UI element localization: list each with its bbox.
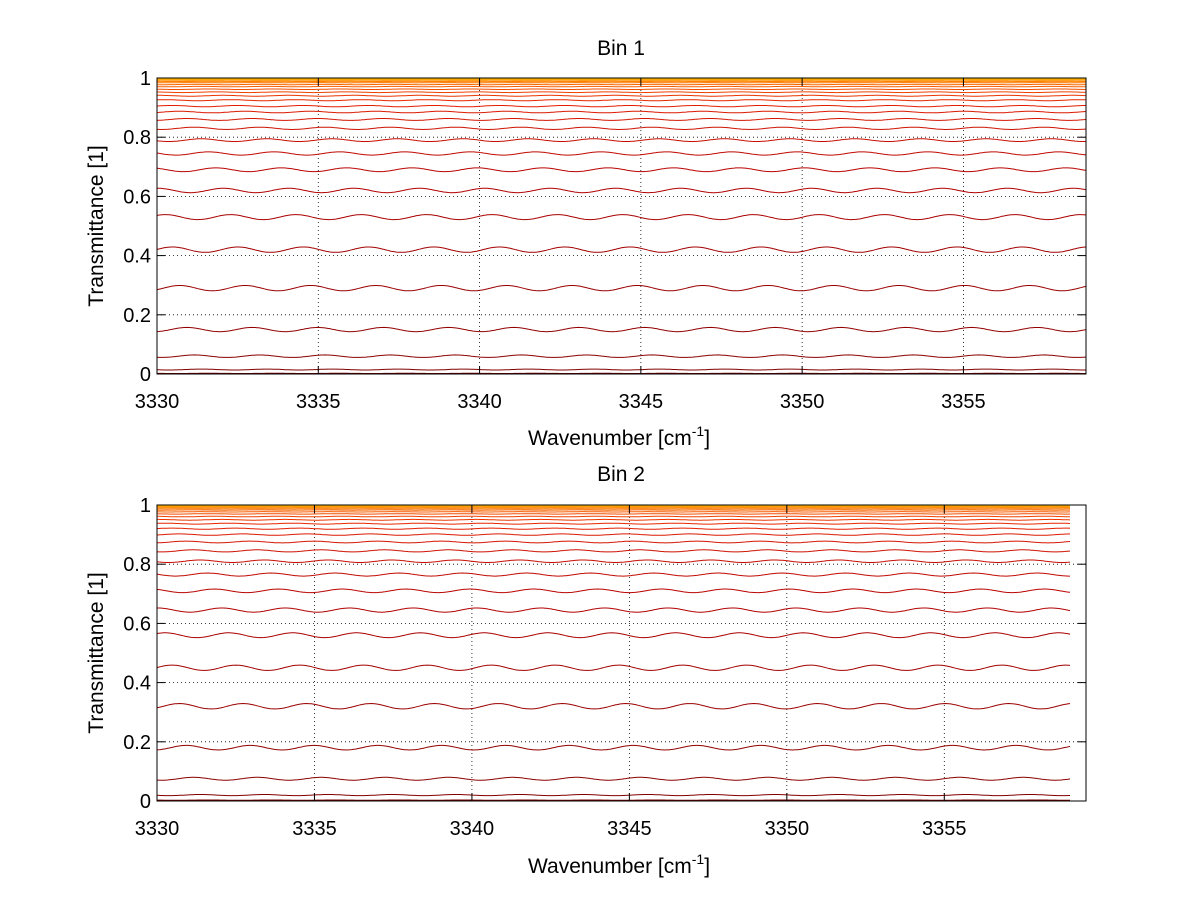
series-line	[156, 167, 1087, 173]
series-line	[157, 515, 1071, 518]
series-line	[156, 549, 1071, 553]
x-tick-label: 3350	[780, 391, 825, 413]
series-line	[156, 794, 1070, 797]
series-lines	[156, 77, 1087, 374]
series-line	[156, 246, 1087, 253]
y-tick-label: 0.2	[123, 732, 151, 754]
chart-bin-1: Bin 1 3330 3335 3340 3345 3350 3355 0 0.2 0.4 0.6…	[85, 37, 1087, 450]
y-tick-label: 0	[140, 791, 151, 813]
series-line	[156, 702, 1071, 710]
series-line	[157, 99, 1086, 102]
series-line	[156, 664, 1071, 671]
series-lines	[156, 504, 1071, 801]
plot-frame	[156, 77, 1087, 375]
chart-title: Bin 2	[597, 463, 645, 486]
y-tick-label: 0.8	[123, 554, 151, 576]
x-tick-label: 3330	[135, 818, 180, 840]
series-line	[156, 105, 1086, 108]
y-axis-label: Transmittance [1]	[85, 572, 108, 733]
series-line	[156, 572, 1070, 577]
x-tick-label: 3335	[292, 818, 337, 840]
grid-lines	[157, 505, 1086, 801]
chart-title: Bin 1	[597, 37, 645, 60]
y-tick-label: 0.6	[123, 186, 151, 208]
x-tick-label: 3340	[450, 818, 495, 840]
series-line	[156, 632, 1071, 639]
x-tick-label: 3355	[922, 818, 967, 840]
series-line	[156, 527, 1071, 530]
y-tick-label: 0.4	[123, 673, 151, 695]
series-line	[156, 214, 1087, 221]
series-line	[157, 776, 1071, 781]
plot-frame	[156, 504, 1087, 802]
y-tick-label: 0.8	[123, 127, 151, 149]
y-tick-label: 0	[140, 364, 151, 386]
y-axis-label: Transmittance [1]	[85, 145, 108, 306]
x-axis-label: Wavenumber [cm-1]	[528, 423, 710, 450]
axis-ticks: 3330 3335 3340 3345 3350 3355 0 0.2 0.4 0.6 0.8 1	[123, 68, 1086, 413]
series-line	[156, 533, 1071, 536]
series-line	[157, 518, 1071, 521]
series-line	[157, 522, 1071, 525]
grid-lines	[157, 78, 1086, 374]
series-line	[156, 744, 1071, 751]
x-tick-label: 3350	[765, 818, 810, 840]
series-line	[156, 151, 1087, 156]
x-axis-label: Wavenumber [cm-1]	[528, 851, 710, 878]
x-tick-label: 3340	[457, 391, 502, 413]
x-tick-label: 3355	[941, 391, 986, 413]
y-tick-label: 1	[140, 495, 151, 517]
series-line	[156, 326, 1087, 333]
series-line	[156, 91, 1086, 94]
x-tick-label: 3330	[135, 391, 180, 413]
y-tick-label: 1	[140, 68, 151, 90]
series-line	[156, 559, 1071, 563]
series-line	[156, 588, 1071, 594]
y-tick-label: 0.6	[123, 613, 151, 635]
series-line	[157, 187, 1087, 194]
series-line	[156, 354, 1087, 358]
y-tick-label: 0.4	[123, 246, 151, 268]
series-line	[157, 88, 1086, 90]
series-line	[157, 607, 1071, 613]
x-tick-label: 3345	[607, 818, 652, 840]
x-tick-label: 3335	[296, 391, 341, 413]
series-line	[156, 285, 1087, 292]
y-tick-label: 0.2	[123, 305, 151, 327]
x-tick-label: 3345	[619, 391, 664, 413]
series-line	[156, 118, 1087, 121]
series-line	[157, 94, 1086, 97]
series-line	[156, 368, 1086, 371]
series-line	[157, 540, 1071, 544]
axis-ticks: 3330 3335 3340 3345 3350 3355 0 0.2 0.4 0.6 0.8 1	[123, 495, 1086, 840]
series-line	[156, 110, 1087, 114]
series-line	[157, 126, 1087, 131]
series-line	[156, 138, 1086, 142]
chart-bin-2: Bin 2 3330 3335 3340 3345 3350 3355 0 0.2 0.4 0.6…	[85, 463, 1087, 878]
